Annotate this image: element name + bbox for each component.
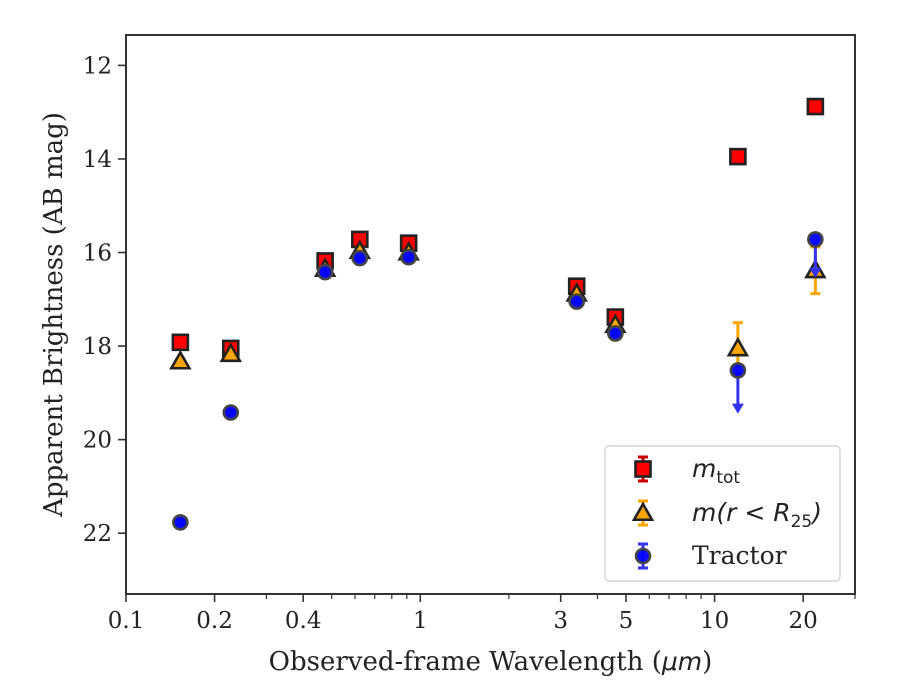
point-marker-circle — [634, 547, 652, 565]
point-marker-square — [729, 147, 747, 166]
data-point — [316, 263, 334, 281]
y-tick-label: 18 — [83, 334, 112, 360]
series-circle — [172, 231, 824, 531]
data-point — [171, 333, 190, 352]
point-marker-circle — [400, 248, 417, 266]
x-axis-label: Observed-frame Wavelength (μm) — [269, 647, 713, 677]
x-tick-label: 0.4 — [285, 608, 322, 634]
data-marks — [169, 97, 827, 531]
data-point — [172, 514, 189, 531]
y-tick-label: 22 — [83, 521, 112, 547]
legend-marker-circle — [634, 542, 652, 570]
point-marker-triangle — [631, 501, 655, 522]
x-tick-label: 1 — [413, 608, 428, 634]
data-point — [807, 231, 824, 278]
y-tick-label: 20 — [83, 428, 112, 454]
x-tick-label: 3 — [553, 608, 568, 634]
point-marker-circle — [607, 325, 624, 342]
legend-label-m-tot: mtot — [692, 454, 740, 488]
point-marker-circle — [351, 249, 369, 267]
x-tick-label: 0.2 — [196, 608, 233, 634]
point-marker-circle — [568, 293, 586, 310]
point-marker-square — [171, 333, 190, 352]
data-point — [729, 147, 747, 166]
point-marker-circle — [316, 263, 334, 281]
data-point — [351, 249, 369, 267]
x-tick-label: 0.1 — [108, 608, 145, 634]
point-marker-square — [634, 460, 652, 478]
data-point — [400, 248, 417, 266]
y-tick-label: 16 — [83, 241, 112, 267]
x-tick-label: 10 — [700, 608, 729, 634]
y-tick-label: 12 — [83, 53, 112, 79]
legend: mtot m(r < R25) Tractor — [604, 445, 841, 582]
data-point — [568, 293, 586, 310]
data-point — [806, 97, 825, 116]
point-marker-triangle — [169, 349, 192, 370]
data-point — [219, 342, 243, 363]
legend-box — [604, 445, 841, 582]
x-tick-label: 20 — [789, 608, 818, 634]
legend-markers — [631, 455, 655, 570]
plot-frame — [125, 34, 856, 595]
legend-marker-square — [634, 455, 652, 483]
legend-marker-triangle — [631, 499, 655, 527]
point-marker-triangle — [219, 342, 243, 363]
limit-arrow — [731, 403, 744, 414]
data-point — [222, 404, 240, 421]
legend-label-m-r25: m(r < R25) — [692, 498, 822, 532]
data-point — [729, 362, 747, 414]
point-marker-circle — [729, 362, 747, 379]
axis-ticks: 0.1 0.2 0.4 1 3 5 10 20 12 14 16 18 20 22 — [83, 53, 856, 634]
y-tick-label: 14 — [83, 147, 112, 173]
point-marker-square — [806, 97, 825, 116]
y-axis-label: Apparent Brightness (AB mag) — [39, 112, 69, 518]
point-marker-circle — [222, 404, 240, 421]
point-marker-triangle — [726, 336, 750, 357]
limit-arrow — [809, 267, 822, 278]
legend-label-tractor: Tractor — [692, 541, 787, 570]
point-marker-circle — [807, 231, 824, 248]
point-marker-circle — [172, 514, 189, 531]
data-point — [169, 349, 192, 370]
data-point — [607, 325, 624, 342]
x-tick-label: 5 — [619, 608, 634, 634]
